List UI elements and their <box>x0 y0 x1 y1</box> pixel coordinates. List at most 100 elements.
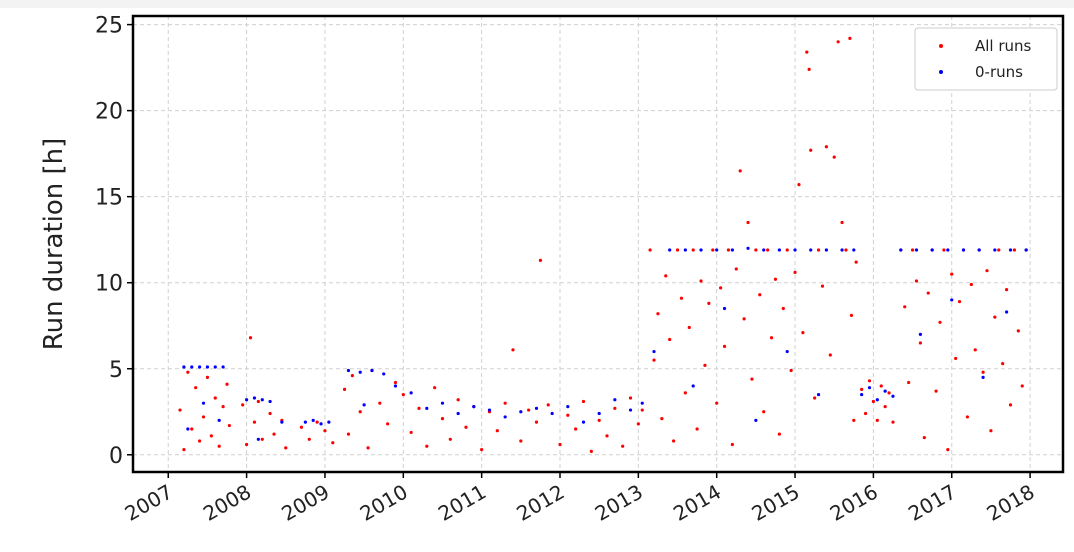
point <box>589 449 593 453</box>
legend-label: All runs <box>975 37 1032 55</box>
point <box>538 258 543 262</box>
point <box>178 408 182 412</box>
point <box>1020 384 1024 388</box>
point <box>186 370 190 374</box>
point <box>989 429 993 433</box>
point <box>581 420 586 424</box>
x-tick-label: 2007 <box>121 480 177 526</box>
point <box>816 392 821 397</box>
point <box>769 336 774 340</box>
point <box>849 313 854 318</box>
point <box>574 427 578 431</box>
point <box>260 437 264 441</box>
point <box>378 401 382 405</box>
point <box>840 248 844 252</box>
point <box>754 248 758 252</box>
point <box>527 408 531 412</box>
point <box>883 405 887 409</box>
point <box>503 401 507 405</box>
point <box>746 246 750 250</box>
point <box>227 423 231 428</box>
point <box>719 286 723 290</box>
x-tick-label: 2012 <box>512 480 568 526</box>
point <box>307 437 311 441</box>
point <box>256 437 260 441</box>
point <box>746 220 750 225</box>
point <box>891 394 895 398</box>
point <box>358 370 362 374</box>
point <box>546 403 550 407</box>
point <box>190 427 194 431</box>
point <box>762 410 766 414</box>
point <box>382 372 386 376</box>
point <box>386 422 390 426</box>
point <box>511 348 515 352</box>
point <box>707 301 711 305</box>
point <box>722 306 727 311</box>
point <box>323 429 327 433</box>
x-tick-label: 2010 <box>356 480 412 526</box>
point <box>973 348 977 352</box>
legend-marker <box>939 44 943 48</box>
point <box>362 403 366 407</box>
series-points <box>178 36 1028 453</box>
point <box>245 398 249 402</box>
point <box>875 418 879 422</box>
point <box>519 439 523 443</box>
point <box>938 320 942 324</box>
point <box>699 248 703 252</box>
point <box>331 441 335 445</box>
point <box>961 248 966 252</box>
point <box>683 248 687 252</box>
point <box>997 248 1001 252</box>
point <box>781 306 785 311</box>
point <box>807 67 811 71</box>
point <box>922 435 926 440</box>
point <box>785 349 789 354</box>
point <box>268 399 272 404</box>
point <box>252 420 257 424</box>
point <box>456 398 460 402</box>
point <box>957 300 962 304</box>
point <box>981 370 985 374</box>
point <box>875 398 879 402</box>
point <box>205 375 210 379</box>
point <box>311 418 315 422</box>
point <box>750 377 754 381</box>
point <box>687 325 691 330</box>
point <box>668 337 672 342</box>
point <box>370 368 374 373</box>
point <box>566 413 570 417</box>
point <box>652 358 656 362</box>
point <box>793 248 797 252</box>
point <box>581 399 586 404</box>
point <box>777 248 781 252</box>
point <box>903 305 907 309</box>
point <box>965 415 970 419</box>
series-points <box>182 246 1028 441</box>
point <box>495 429 499 433</box>
point <box>699 279 703 283</box>
point <box>926 291 930 295</box>
point <box>656 312 660 316</box>
point <box>464 425 468 429</box>
point <box>636 422 640 426</box>
point <box>762 248 766 252</box>
point <box>679 296 684 300</box>
point <box>597 418 601 422</box>
point <box>201 401 206 405</box>
point <box>985 269 989 273</box>
point <box>758 293 762 297</box>
point <box>691 248 695 252</box>
point <box>597 411 601 416</box>
point <box>613 398 617 402</box>
point <box>950 272 954 276</box>
point <box>722 344 727 348</box>
y-tick-label: 5 <box>109 358 123 383</box>
y-tick-label: 25 <box>95 14 123 39</box>
point <box>221 365 225 369</box>
point <box>197 365 202 369</box>
point <box>742 317 746 321</box>
point <box>299 425 304 429</box>
